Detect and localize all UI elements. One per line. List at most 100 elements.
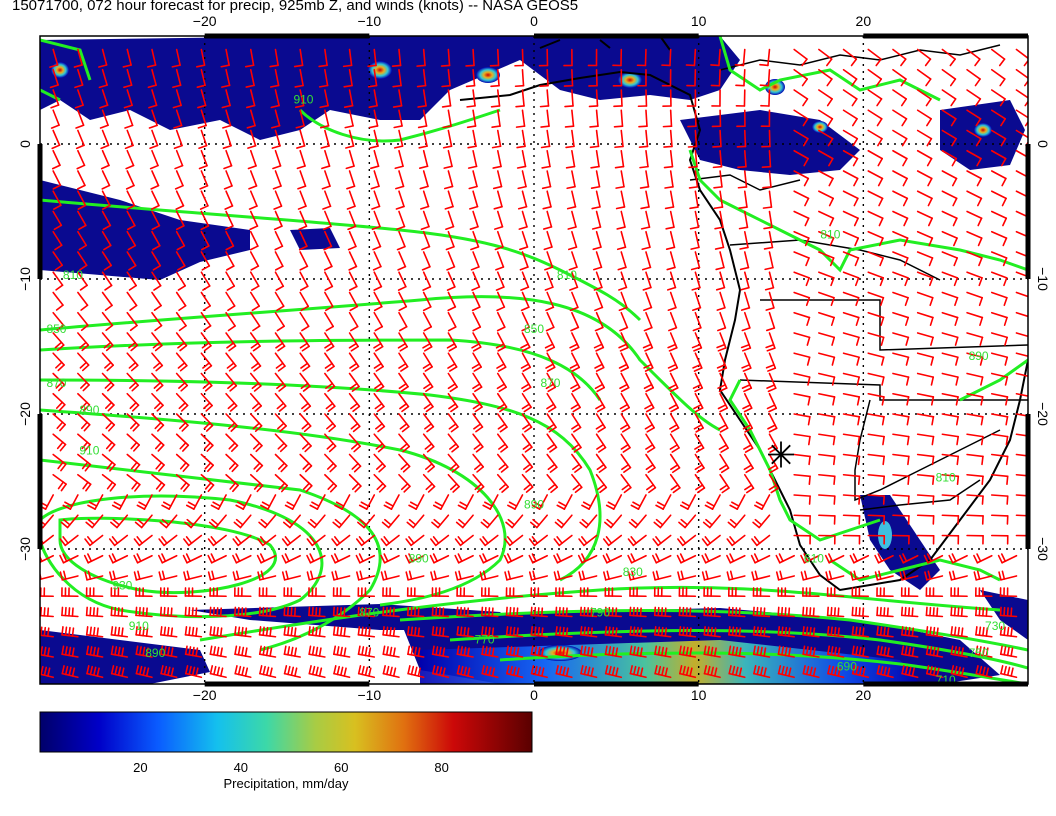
wind-barb <box>701 570 721 581</box>
lat-tick-label-left: −10 <box>17 267 33 291</box>
wind-barb <box>637 89 648 108</box>
wind-barb <box>916 534 935 545</box>
wind-barb <box>639 170 650 189</box>
contour-label: 930 <box>112 579 132 593</box>
wind-barb <box>842 352 860 366</box>
wind-barb <box>602 553 623 564</box>
wind-barb <box>249 453 264 473</box>
wind-barb <box>222 109 232 129</box>
wind-barb <box>183 534 203 547</box>
wind-barb <box>637 68 647 87</box>
wind-barb <box>739 230 749 250</box>
wind-barb <box>175 332 188 352</box>
wind-barb <box>642 332 654 352</box>
wind-barb <box>175 392 189 412</box>
wind-barb <box>471 352 482 372</box>
wind-barb <box>221 68 231 88</box>
contour-label: 810 <box>820 228 840 242</box>
wind-barb <box>392 68 402 88</box>
wind-barb <box>612 68 623 87</box>
wind-barb <box>760 89 771 107</box>
wind-barb <box>690 251 701 271</box>
wind-barb <box>225 372 238 392</box>
contour-label: 850 <box>524 322 544 336</box>
wind-barb <box>966 534 984 545</box>
wind-barb <box>382 606 400 618</box>
wind-barb <box>619 311 629 332</box>
wind-barb <box>257 534 277 547</box>
wind-barb <box>604 514 623 529</box>
wind-barb <box>644 392 655 413</box>
wind-barb <box>579 606 598 618</box>
colorbar <box>39 711 533 753</box>
wind-barb <box>678 626 697 638</box>
wind-barb <box>727 514 746 529</box>
wind-barb <box>718 413 729 433</box>
wind-barb <box>642 271 652 291</box>
wind-barb <box>306 570 326 581</box>
wind-barb <box>85 587 104 598</box>
wind-barb <box>867 149 883 167</box>
lon-tick-label-bottom: 10 <box>691 687 707 703</box>
wind-barb <box>941 352 959 366</box>
wind-barb <box>966 392 984 406</box>
wind-barb <box>702 514 721 529</box>
lon-tick-label-top: −20 <box>193 13 217 29</box>
wind-barb <box>710 48 721 67</box>
wind-barb <box>826 606 845 618</box>
wind-barb <box>593 332 605 352</box>
wind-barb <box>545 372 556 393</box>
wind-barb <box>348 433 361 453</box>
wind-barb <box>343 89 354 109</box>
lat-tick-label-left: −20 <box>17 402 33 426</box>
wind-barb <box>123 68 133 89</box>
wind-barb <box>271 129 281 149</box>
wind-barb <box>595 392 606 413</box>
wind-barb <box>775 553 795 564</box>
wind-barb <box>61 587 79 598</box>
wind-barb <box>151 433 165 452</box>
wind-barb <box>669 433 680 453</box>
wind-barb <box>373 392 385 413</box>
wind-barb <box>613 89 623 108</box>
wind-barb <box>752 587 771 598</box>
wind-barb <box>941 332 959 346</box>
wind-barb <box>348 392 361 413</box>
wind-barb <box>692 311 702 332</box>
wind-barb <box>604 606 623 618</box>
wind-barb <box>618 291 628 312</box>
wind-barb <box>678 587 697 598</box>
wind-barb <box>443 170 454 190</box>
wind-barb <box>149 129 159 150</box>
wind-barb <box>842 291 860 307</box>
wind-barb <box>966 251 983 267</box>
wind-barb <box>248 170 258 190</box>
wind-barb <box>818 352 836 366</box>
wind-barb <box>296 129 306 149</box>
wind-barb <box>825 570 845 581</box>
wind-barb <box>406 587 425 598</box>
wind-barb <box>530 587 548 598</box>
wind-barb <box>324 332 335 352</box>
wind-barb <box>713 170 723 189</box>
wind-barb <box>207 570 227 581</box>
wind-barb <box>818 392 836 406</box>
wind-barb <box>481 645 499 658</box>
wind-barb <box>101 332 114 352</box>
wind-barb <box>639 149 649 169</box>
wind-barb <box>52 311 65 331</box>
wind-barb <box>743 453 754 474</box>
wind-barb <box>299 433 312 453</box>
wind-barb <box>150 190 160 210</box>
wind-barb <box>209 645 227 658</box>
wind-barb <box>728 626 746 638</box>
wind-barb <box>765 332 776 352</box>
wind-barb <box>916 210 933 227</box>
wind-barb <box>966 129 982 147</box>
wind-barb <box>197 109 207 129</box>
contour-label: 850 <box>46 322 66 336</box>
wind-barb <box>348 311 359 332</box>
wind-barb <box>496 473 509 493</box>
wind-barb <box>703 606 721 618</box>
wind-barb <box>941 48 956 67</box>
